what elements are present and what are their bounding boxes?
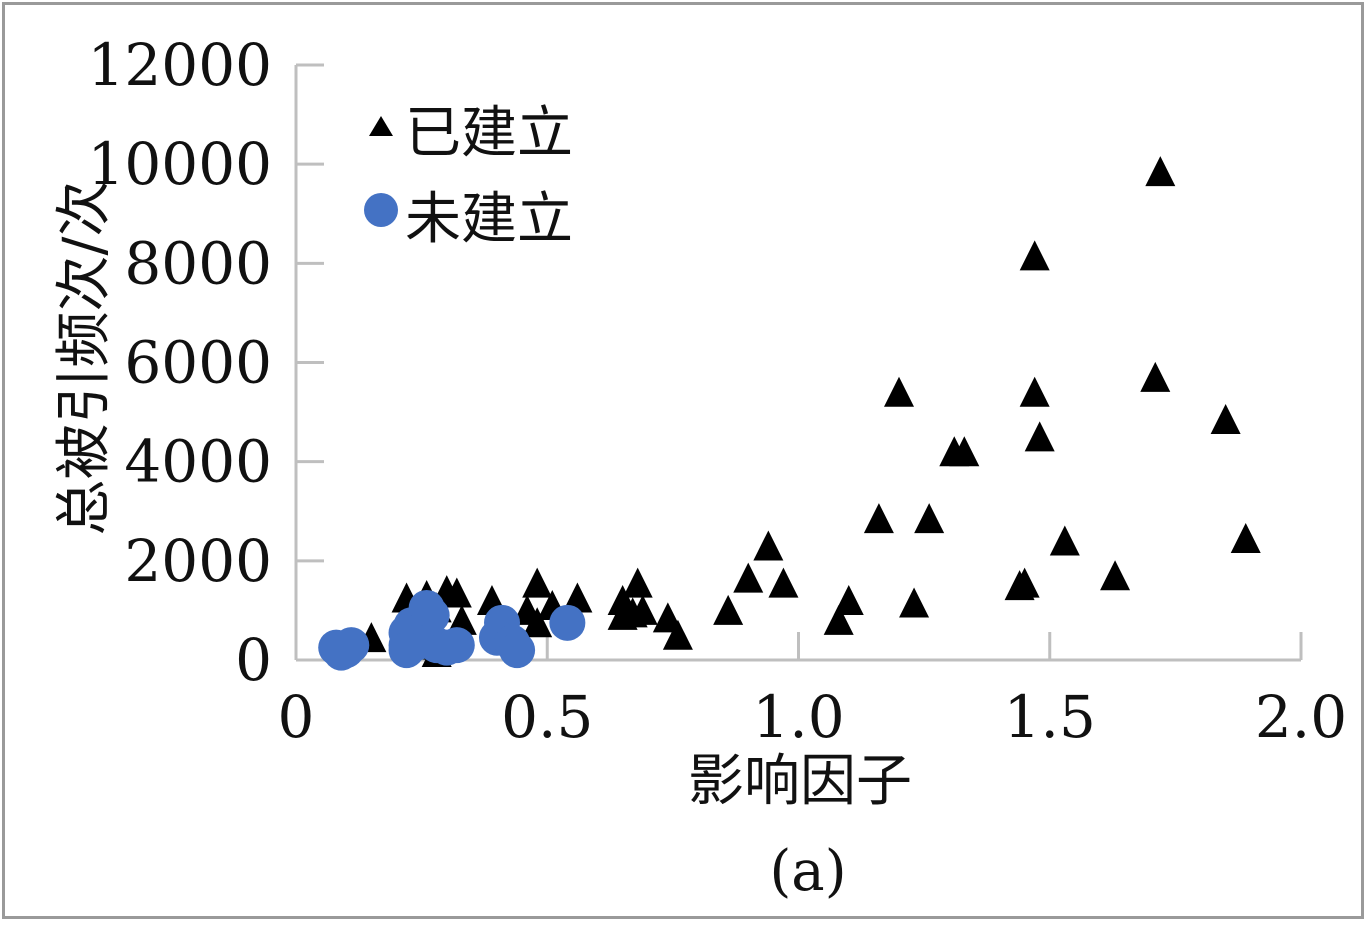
legend-marker-circle [364,193,398,227]
legend: 已建立 未建立 [364,101,573,252]
data-point-circle [413,597,450,634]
data-point-triangle [1009,567,1040,598]
data-point-triangle [1100,560,1131,591]
data-point-triangle [899,587,930,618]
x-tick-label: 1.5 [1004,683,1096,751]
data-point-triangle [914,503,945,534]
data-point-triangle [1024,421,1055,452]
data-point-triangle [522,567,553,598]
data-point-triangle [768,567,799,598]
data-point-triangle [713,594,744,625]
data-point-circle [388,632,425,669]
data-point-circle [323,634,360,671]
data-point-triangle [823,604,854,635]
y-tick-label: 2000 [124,527,272,595]
data-point-triangle [733,562,764,593]
figure-caption: (a) [769,839,846,904]
data-point-triangle [833,584,864,615]
y-axis-title: 总被引频次/次 [52,181,117,536]
data-point-triangle [1145,156,1176,187]
data-point-triangle [1210,404,1241,434]
data-point-triangle [622,567,653,598]
y-tick-label: 4000 [124,428,272,496]
series-not-established [318,589,586,671]
x-tick-labels: 0 0.5 1.0 1.5 2.0 [278,683,1348,751]
data-point-triangle [1140,361,1171,392]
data-point-triangle [949,436,980,467]
data-point-triangle [627,594,658,625]
y-tick-label: 8000 [124,229,272,297]
legend-label-not-established: 未建立 [405,187,573,252]
y-tick-label: 0 [235,626,272,694]
data-point-triangle [884,376,914,407]
x-tick-label: 2.0 [1255,683,1347,751]
x-tick-label: 0 [278,683,315,751]
y-tick-labels: 0 2000 4000 6000 8000 10000 12000 [87,31,272,694]
data-point-triangle [863,503,894,534]
x-tick-label: 1.0 [752,683,844,751]
y-tick-label: 6000 [124,329,272,397]
y-tick-label: 10000 [87,130,272,198]
data-point-triangle [662,619,693,650]
data-point-triangle [1230,523,1261,553]
data-point-circle [549,604,586,641]
data-point-triangle [1049,525,1080,556]
data-point-circle [438,627,475,664]
y-tick-label: 12000 [87,31,272,99]
data-points [318,156,1261,671]
data-point-circle [499,632,536,669]
data-point-triangle [1019,240,1050,271]
legend-marker-triangle [369,116,393,136]
data-point-triangle [522,607,553,638]
x-tick-label: 0.5 [501,683,593,751]
x-axis-title: 影响因子 [688,749,912,814]
data-point-triangle [1019,376,1050,407]
legend-label-established: 已建立 [405,101,573,166]
data-point-triangle [753,530,784,561]
